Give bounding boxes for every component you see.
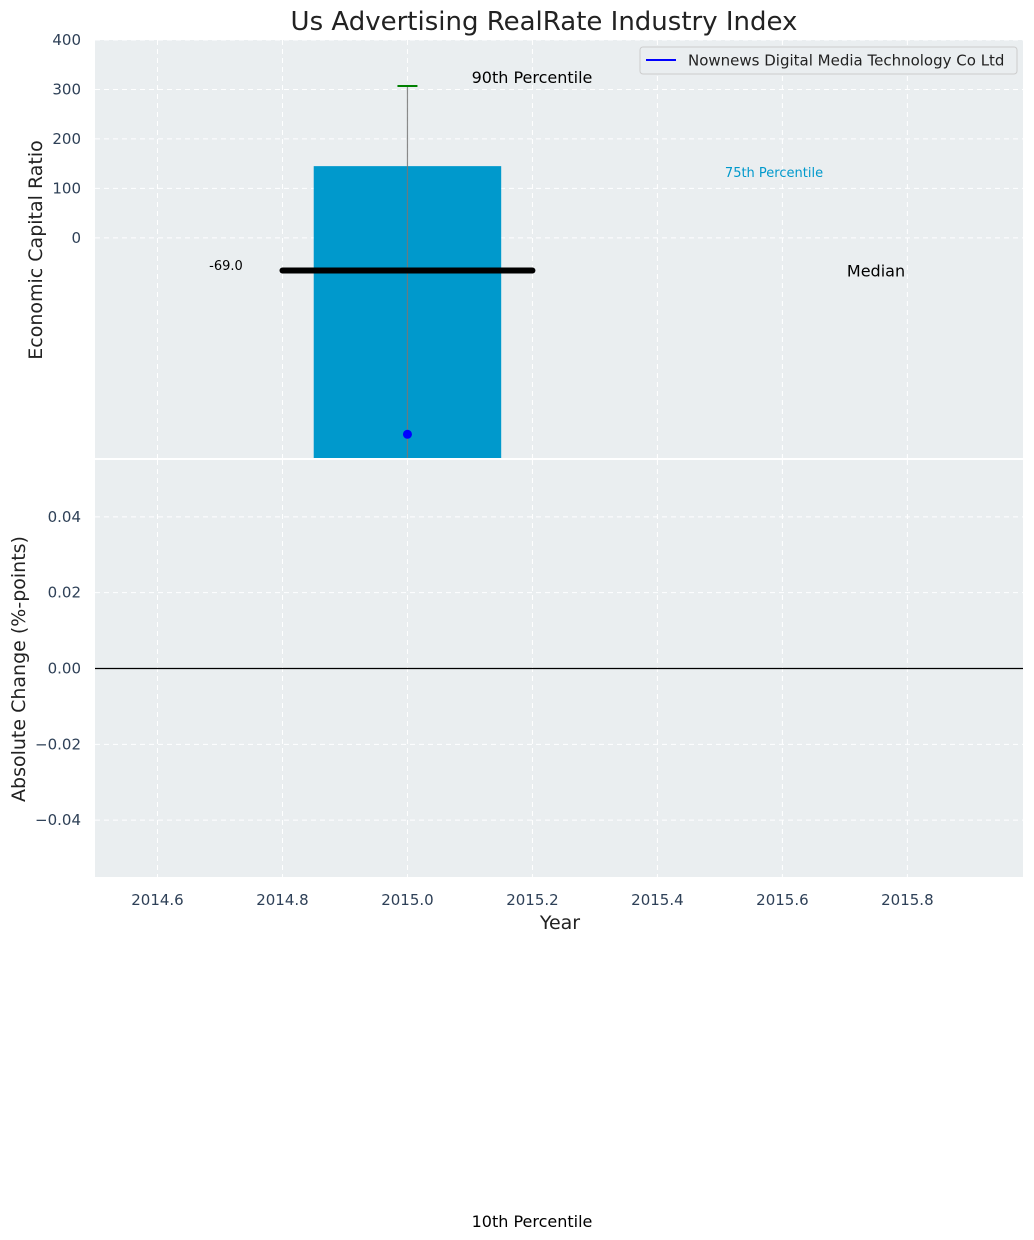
top-y-tick-label: 300 xyxy=(52,80,81,98)
x-tick-label: 2015.6 xyxy=(756,891,809,909)
x-tick-labels: 2014.6 2014.8 2015.0 2015.2 2015.4 2015.6 2015… xyxy=(131,891,933,909)
bottom-y-tick-label: −0.02 xyxy=(35,735,81,753)
median-value-label: -69.0 xyxy=(209,259,243,274)
x-tick-label: 2015.8 xyxy=(881,891,934,909)
chart-title: Us Advertising RealRate Industry Index xyxy=(291,7,798,37)
legend: Nownews Digital Media Technology Co Ltd xyxy=(639,46,1018,75)
percentile-90-label: 90th Percentile xyxy=(472,68,593,87)
top-y-tick-label: 0 xyxy=(71,229,81,247)
x-tick-label: 2015.4 xyxy=(631,891,684,909)
bottom-y-tick-label: −0.04 xyxy=(35,811,81,829)
bottom-y-tick-label: 0.02 xyxy=(48,584,81,602)
x-axis-label: Year xyxy=(539,912,580,934)
top-plot-area xyxy=(95,40,1023,458)
top-y-axis-label: Economic Capital Ratio xyxy=(25,140,47,359)
median-label: Median xyxy=(847,262,905,281)
bottom-y-tick-label: 0.04 xyxy=(48,508,81,526)
company-point xyxy=(402,429,412,439)
top-y-tick-label: 100 xyxy=(52,179,81,197)
top-y-tick-label: 400 xyxy=(52,31,81,49)
x-tick-label: 2014.8 xyxy=(256,891,309,909)
x-tick-label: 2015.0 xyxy=(381,891,434,909)
legend-entry-label: Nownews Digital Media Technology Co Ltd xyxy=(688,52,1004,70)
top-y-tick-label: 200 xyxy=(52,130,81,148)
percentile-75-label: 75th Percentile xyxy=(725,166,823,181)
x-tick-label: 2015.2 xyxy=(506,891,559,909)
top-y-gridlines xyxy=(95,39,1023,239)
top-y-tick-labels: 400 300 200 100 0 xyxy=(52,31,81,247)
percentile-10-label: 10th Percentile xyxy=(472,1212,593,1231)
bottom-y-tick-labels: 0.04 0.02 0.00 −0.02 −0.04 xyxy=(35,508,81,829)
bottom-y-axis-label: Absolute Change (%-points) xyxy=(8,536,30,802)
bottom-y-tick-label: 0.00 xyxy=(48,660,81,678)
x-tick-label: 2014.6 xyxy=(131,891,184,909)
legend-box xyxy=(639,46,1018,75)
